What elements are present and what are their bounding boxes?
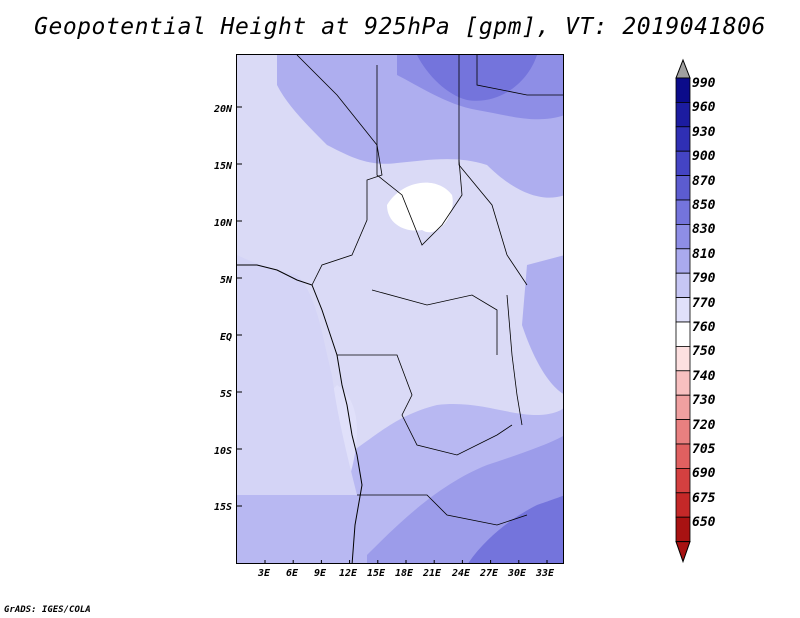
colorbar-swatch bbox=[675, 175, 691, 201]
border-line-7 bbox=[371, 289, 498, 355]
lon-label: 12E bbox=[338, 568, 358, 579]
lat-label: EQ bbox=[219, 332, 232, 343]
colorbar-label: 990 bbox=[692, 76, 716, 91]
colorbar-swatch bbox=[675, 443, 691, 469]
lon-label: 24E bbox=[451, 568, 471, 579]
tick-svg bbox=[237, 106, 548, 563]
border-line-2 bbox=[376, 65, 463, 246]
colorbar-label: 810 bbox=[692, 246, 716, 262]
colorbar-swatch bbox=[675, 126, 691, 152]
colorbar-swatch bbox=[675, 394, 691, 421]
colorbar-swatch bbox=[675, 199, 691, 225]
border-line-3 bbox=[458, 55, 528, 286]
border-line-5 bbox=[357, 494, 528, 526]
colorbar-swatch bbox=[675, 492, 691, 518]
field-south-core bbox=[468, 495, 563, 563]
colorbar-swatches bbox=[675, 58, 691, 564]
colorbar-swatch bbox=[675, 77, 691, 103]
colorbar-label: 830 bbox=[692, 222, 716, 238]
border-line-4 bbox=[337, 354, 513, 456]
lat-label: 10S bbox=[213, 446, 232, 457]
colorbar-label: 900 bbox=[692, 149, 716, 165]
colorbar-swatch bbox=[675, 272, 691, 298]
colorbar-top-triangle bbox=[675, 58, 691, 79]
lat-label: 15S bbox=[213, 502, 232, 513]
colorbar-swatch bbox=[675, 223, 691, 250]
lon-label: 33E bbox=[535, 568, 555, 579]
colorbar-label: 790 bbox=[692, 271, 716, 287]
colorbar-swatch bbox=[675, 321, 691, 347]
field-low bbox=[387, 182, 453, 233]
field-east bbox=[522, 255, 563, 394]
border-line-1 bbox=[296, 55, 383, 286]
colorbar-label: 730 bbox=[692, 393, 716, 409]
colorbar-label: 675 bbox=[692, 490, 716, 506]
lon-label: 3E bbox=[257, 568, 271, 579]
lon-label: 15E bbox=[366, 568, 386, 579]
colorbar-label: 720 bbox=[692, 417, 716, 433]
lon-label: 27E bbox=[479, 568, 499, 579]
colorbar-label: 750 bbox=[692, 344, 716, 360]
lat-label: 20N bbox=[213, 104, 232, 115]
colorbar-swatch bbox=[675, 419, 691, 445]
colorbar-bottom-triangle bbox=[675, 541, 691, 564]
colorbar-swatch bbox=[675, 467, 691, 494]
colorbar-label: 850 bbox=[692, 198, 716, 213]
colorbar-swatch bbox=[675, 345, 691, 372]
colorbar-swatch bbox=[675, 370, 691, 396]
colorbar-swatch bbox=[675, 102, 691, 128]
lat-label: 5N bbox=[219, 275, 232, 286]
chart-title: Geopotential Height at 925hPa [gpm], VT:… bbox=[34, 14, 766, 40]
lon-label: 18E bbox=[394, 568, 414, 579]
colorbar-swatch bbox=[675, 297, 691, 323]
field-atlantic bbox=[237, 255, 357, 495]
colorbar-label: 650 bbox=[692, 515, 716, 531]
lon-label: 30E bbox=[507, 568, 527, 579]
map-field bbox=[237, 55, 563, 563]
lon-label: 9E bbox=[313, 568, 327, 579]
colorbar-label: 740 bbox=[692, 368, 716, 384]
lake-outline bbox=[506, 294, 523, 426]
colorbar-label: 705 bbox=[692, 442, 716, 457]
lat-label: 15N bbox=[213, 161, 232, 172]
border-line-6 bbox=[476, 55, 563, 96]
colorbar-swatch bbox=[675, 516, 691, 543]
lat-label: 10N bbox=[213, 218, 232, 229]
lat-label: 5S bbox=[219, 389, 232, 400]
colorbar-label: 930 bbox=[692, 124, 716, 140]
colorbar-swatch bbox=[675, 248, 691, 274]
colorbar-label: 690 bbox=[692, 466, 716, 482]
colorbar-label: 960 bbox=[692, 100, 716, 116]
credit-text: GrADS: IGES/COLA bbox=[4, 605, 91, 615]
map-plot-area bbox=[236, 54, 564, 564]
colorbar-label: 760 bbox=[692, 320, 716, 335]
colorbar-label: 870 bbox=[692, 173, 716, 189]
lon-label: 6E bbox=[285, 568, 299, 579]
colorbar-label: 770 bbox=[692, 295, 716, 311]
lon-label: 21E bbox=[422, 568, 442, 579]
colorbar-swatch bbox=[675, 150, 691, 176]
